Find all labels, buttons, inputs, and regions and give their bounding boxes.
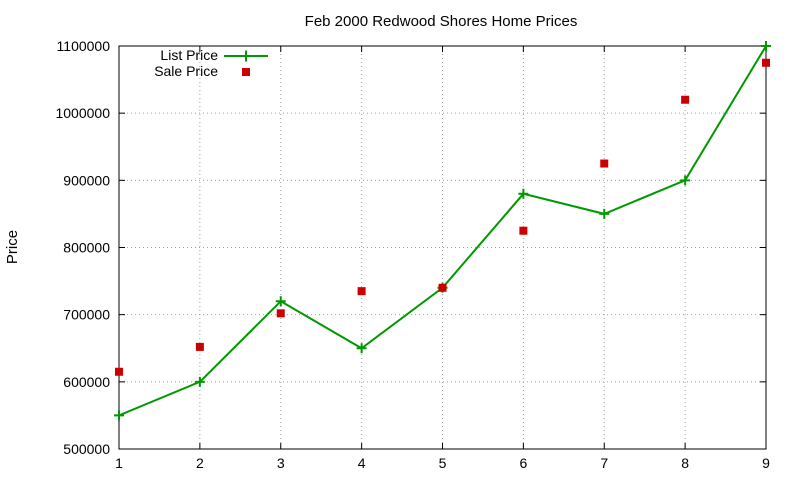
y-axis: 500000 600000 700000 800000 900000 1000000 110… — [55, 38, 766, 457]
list-price-point — [114, 410, 124, 421]
x-axis: 1 2 3 4 5 6 7 8 9 — [115, 46, 770, 471]
y-tick-label: 1100000 — [57, 38, 111, 54]
x-tick-label: 5 — [439, 455, 447, 471]
x-tick-label: 4 — [358, 455, 366, 471]
list-price-point — [761, 41, 771, 51]
y-tick-label: 500000 — [63, 441, 110, 457]
x-tick-label: 8 — [681, 455, 689, 471]
chart-title: Feb 2000 Redwood Shores Home Prices — [305, 13, 578, 30]
y-tick-label: 1000000 — [55, 105, 110, 121]
legend-label-list-price: List Price — [160, 47, 218, 63]
sale-price-point — [438, 283, 447, 292]
x-tick-label: 9 — [762, 455, 770, 471]
list-price-point — [518, 188, 529, 199]
x-tick-label: 6 — [519, 455, 527, 471]
y-tick-label: 600000 — [63, 374, 110, 390]
series-layer — [114, 41, 771, 421]
list-price-point — [599, 208, 610, 219]
list-price-point — [194, 376, 205, 387]
y-tick-label: 900000 — [63, 172, 110, 188]
legend-square-marker-sale-price — [242, 68, 250, 76]
sale-price-point — [762, 58, 770, 67]
sale-price-point — [115, 367, 123, 376]
legend: List Price Sale Price — [154, 47, 268, 79]
sale-price-point — [600, 159, 609, 168]
y-axis-label: Price — [4, 230, 21, 264]
sale-price-point — [276, 309, 285, 318]
list-price-point — [275, 296, 286, 307]
x-tick-label: 1 — [115, 455, 123, 471]
x-tick-label: 2 — [196, 455, 204, 471]
y-tick-label: 700000 — [63, 307, 110, 323]
x-tick-label: 7 — [600, 455, 608, 471]
list-price-point — [680, 175, 691, 186]
y-tick-label: 800000 — [63, 240, 110, 256]
legend-label-sale-price: Sale Price — [154, 63, 218, 79]
list-price-point — [356, 343, 367, 354]
sale-price-point — [681, 95, 690, 104]
grid — [119, 46, 766, 449]
sale-price-point — [357, 287, 366, 296]
legend-plus-marker-list-price — [240, 50, 252, 62]
x-tick-label: 3 — [277, 455, 285, 471]
sale-price-point — [519, 226, 528, 235]
sale-price-point — [195, 342, 204, 351]
